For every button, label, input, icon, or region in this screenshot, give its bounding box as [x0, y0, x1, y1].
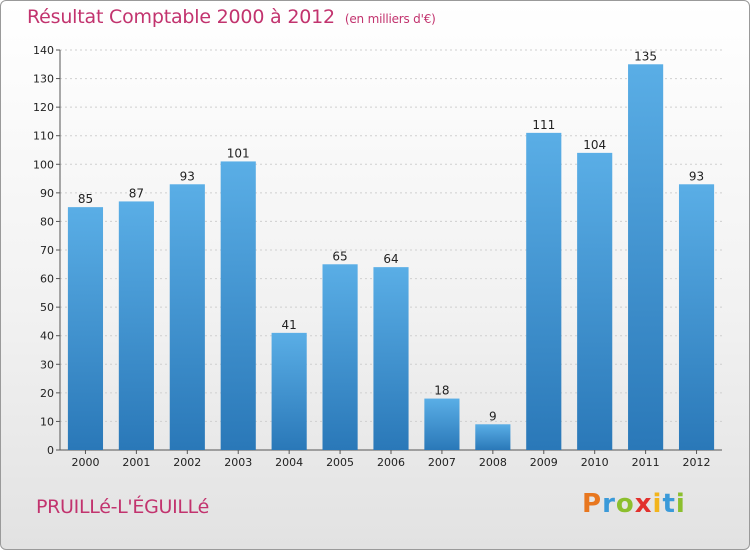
y-tick-label: 20 [40, 387, 54, 400]
x-tick-label: 2003 [224, 456, 252, 469]
x-tick-label: 2005 [326, 456, 354, 469]
x-tick-label: 2012 [683, 456, 711, 469]
x-tick-label: 2007 [428, 456, 456, 469]
x-tick-label: 2000 [71, 456, 99, 469]
bar [322, 264, 358, 450]
y-tick-label: 30 [40, 358, 54, 371]
commune-name: PRUILLé-L'ÉGUILLé [36, 496, 210, 518]
x-tick-label: 2001 [122, 456, 150, 469]
data-label: 93 [689, 169, 704, 183]
y-tick-label: 100 [33, 158, 54, 171]
bar [67, 207, 104, 450]
y-tick-label: 130 [33, 73, 54, 86]
bar [475, 424, 511, 450]
logo-letter: P [582, 489, 603, 519]
data-label: 87 [129, 186, 144, 200]
x-tick-label: 2008 [479, 456, 507, 469]
bar [577, 152, 613, 450]
x-tick-label: 2002 [173, 456, 201, 469]
logo-letter: x [634, 489, 653, 519]
logo-letter: i [675, 489, 686, 519]
data-label: 104 [583, 138, 606, 152]
bar [220, 161, 256, 450]
y-tick-label: 10 [40, 415, 54, 428]
y-tick-label: 70 [40, 244, 54, 257]
bar [526, 132, 562, 450]
data-label: 9 [489, 409, 497, 423]
logo-letter: o [615, 489, 635, 519]
chart-title-text: Résultat Comptable 2000 à 2012 [27, 6, 335, 28]
y-tick-label: 80 [40, 215, 54, 228]
proxiti-logo[interactable]: Proxiti [582, 489, 686, 519]
x-tick-label: 2004 [275, 456, 303, 469]
chart-title: Résultat Comptable 2000 à 2012 (en millie… [27, 6, 436, 28]
y-tick-label: 50 [40, 301, 54, 314]
data-label: 135 [634, 49, 657, 63]
y-tick-label: 40 [40, 330, 54, 343]
logo-letter: t [662, 489, 676, 519]
data-label: 111 [532, 118, 555, 132]
x-tick-label: 2009 [530, 456, 558, 469]
data-label: 93 [180, 169, 195, 183]
data-label: 65 [332, 249, 347, 263]
y-tick-label: 120 [33, 101, 54, 114]
bar [424, 398, 460, 450]
bar [373, 267, 409, 450]
bar [678, 184, 715, 451]
chart-subtitle: (en milliers d'€) [344, 12, 436, 26]
logo-letter: r [602, 489, 616, 519]
x-tick-label: 2011 [632, 456, 660, 469]
y-tick-label: 60 [40, 273, 54, 286]
y-tick-label: 90 [40, 187, 54, 200]
x-tick-label: 2006 [377, 456, 405, 469]
bar [271, 332, 307, 450]
data-label: 41 [282, 318, 297, 332]
data-label: 101 [227, 146, 250, 160]
bar [169, 184, 205, 451]
bar [628, 64, 664, 451]
y-tick-label: 140 [33, 44, 54, 57]
y-tick-label: 110 [33, 130, 54, 143]
data-label: 85 [78, 192, 93, 206]
x-tick-label: 2010 [581, 456, 609, 469]
logo-letter: i [652, 489, 663, 519]
data-label: 18 [434, 384, 449, 398]
data-label: 64 [383, 252, 398, 266]
y-tick-label: 0 [47, 444, 54, 457]
bar [118, 201, 154, 450]
